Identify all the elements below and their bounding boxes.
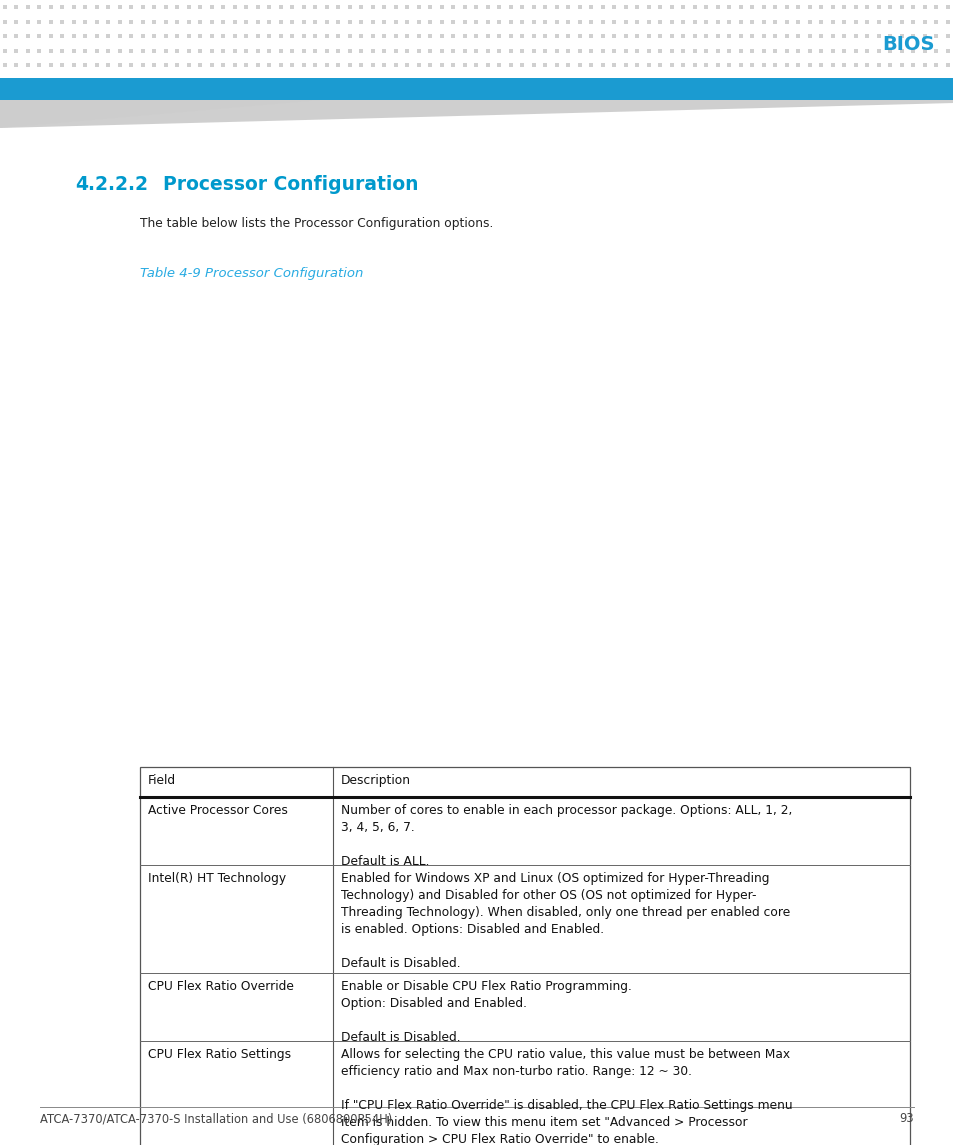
- Text: The table below lists the Processor Configuration options.: The table below lists the Processor Conf…: [140, 218, 493, 230]
- Text: CPU Flex Ratio Settings: CPU Flex Ratio Settings: [148, 1048, 291, 1061]
- Text: Active Processor Cores: Active Processor Cores: [148, 804, 288, 818]
- Text: Enable or Disable CPU Flex Ratio Programming.
Option: Disabled and Enabled.

Def: Enable or Disable CPU Flex Ratio Program…: [340, 980, 631, 1044]
- Bar: [140, 767, 909, 1145]
- Text: Intel(R) HT Technology: Intel(R) HT Technology: [148, 872, 286, 885]
- Text: 93: 93: [899, 1112, 913, 1126]
- Polygon shape: [0, 100, 319, 128]
- Text: Allows for selecting the CPU ratio value, this value must be between Max
efficie: Allows for selecting the CPU ratio value…: [340, 1048, 792, 1145]
- Text: BIOS: BIOS: [882, 34, 934, 54]
- Text: Enabled for Windows XP and Linux (OS optimized for Hyper-Threading
Technology) a: Enabled for Windows XP and Linux (OS opt…: [340, 872, 789, 970]
- Polygon shape: [0, 100, 953, 128]
- Text: Processor Configuration: Processor Configuration: [163, 175, 418, 194]
- Text: ATCA-7370/ATCA-7370-S Installation and Use (6806800P54H): ATCA-7370/ATCA-7370-S Installation and U…: [40, 1112, 392, 1126]
- Text: Number of cores to enable in each processor package. Options: ALL, 1, 2,
3, 4, 5: Number of cores to enable in each proces…: [340, 804, 792, 868]
- Bar: [0, 78, 953, 100]
- Text: 4.2.2.2: 4.2.2.2: [75, 175, 148, 194]
- Text: Field: Field: [148, 774, 176, 787]
- Text: Description: Description: [340, 774, 411, 787]
- Text: Table 4-9 Processor Configuration: Table 4-9 Processor Configuration: [140, 267, 363, 281]
- Text: CPU Flex Ratio Override: CPU Flex Ratio Override: [148, 980, 294, 993]
